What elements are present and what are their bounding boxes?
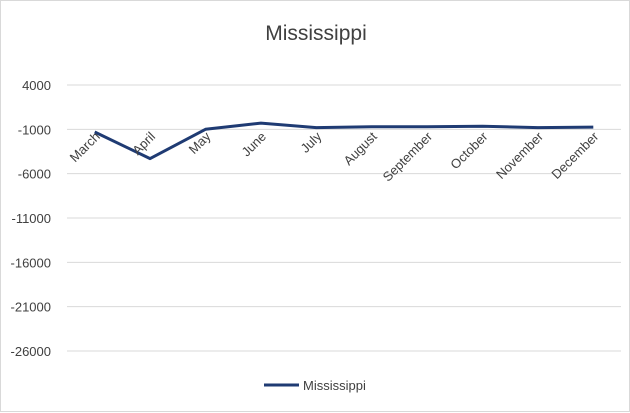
series-line-mississippi [94, 121, 594, 161]
gridlines [67, 84, 621, 352]
y-axis-ticks: 4000 -1000 -6000 -11000 -16000 -21000 -26000 [11, 78, 51, 359]
y-tick-label: -26000 [11, 344, 51, 359]
x-tick-label: August [341, 129, 380, 168]
y-tick-label: -21000 [11, 300, 51, 315]
x-tick-label: July [297, 128, 324, 155]
y-tick-label: -11000 [11, 211, 51, 226]
x-tick-label: September [380, 128, 436, 184]
legend-label: Mississippi [303, 378, 366, 393]
y-tick-label: -16000 [11, 255, 51, 270]
x-tick-label: June [238, 129, 269, 160]
x-tick-label: March [67, 129, 103, 165]
y-tick-label: -6000 [18, 167, 51, 182]
y-tick-label: -1000 [18, 122, 51, 137]
x-tick-label: April [129, 129, 158, 158]
legend: Mississippi [264, 378, 366, 393]
x-tick-label: October [447, 128, 491, 172]
x-tick-label: May [186, 128, 214, 156]
chart-title: Mississippi [265, 22, 367, 45]
y-tick-label: 4000 [22, 78, 51, 93]
series-layer [94, 121, 594, 161]
